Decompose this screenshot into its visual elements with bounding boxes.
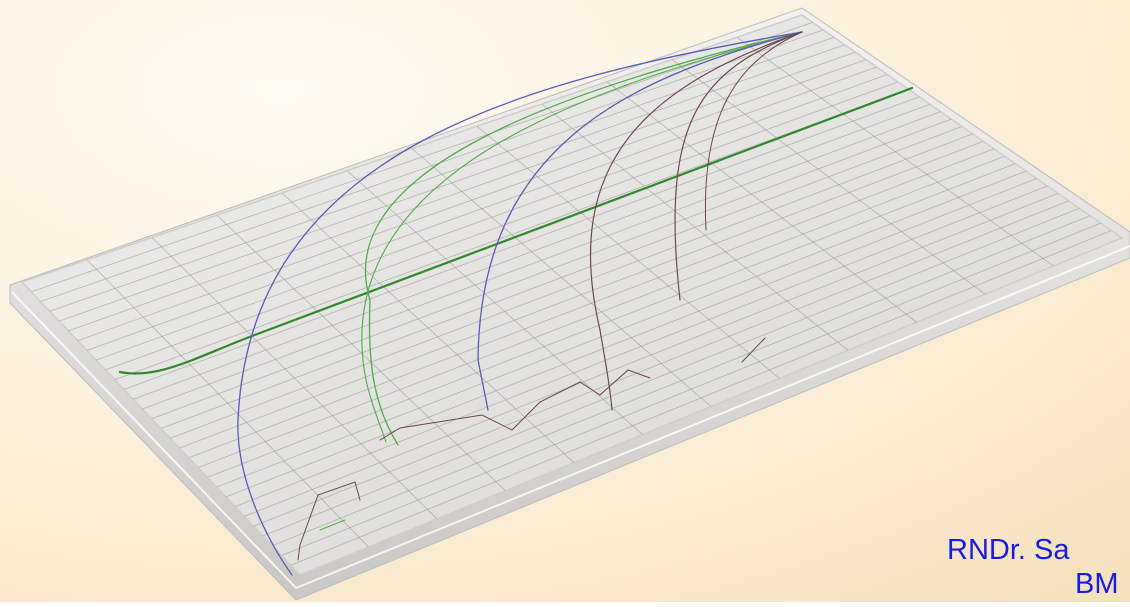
author-name-line: RNDr. Sa	[947, 534, 1070, 566]
grid-line	[476, 125, 780, 379]
grid-line	[736, 36, 1054, 267]
curve-green-inner	[361, 31, 803, 443]
grid-line	[216, 214, 506, 492]
curve-brown-middle	[590, 31, 803, 411]
curve-brown-short	[704, 31, 803, 231]
board-grid	[31, 22, 1112, 566]
curve-brown-zigzag	[379, 369, 651, 441]
curve-green-tail	[319, 519, 346, 531]
grid-line	[671, 59, 986, 295]
grid-line	[151, 237, 438, 520]
grid-line	[411, 148, 712, 407]
board-edge-highlight	[11, 245, 1130, 590]
curve-brown-inner	[674, 31, 803, 301]
grid-line	[541, 103, 849, 351]
author-affiliation-line: BM	[1075, 568, 1119, 600]
glass-board	[9, 7, 1130, 601]
curve-brown-tail	[741, 337, 766, 363]
curve-brown-bottom	[297, 481, 361, 561]
curve-blue-outer	[237, 31, 803, 576]
curve-bundle	[118, 31, 914, 576]
curve-green-outer	[364, 31, 803, 446]
grid-line	[281, 192, 575, 463]
grid-line	[86, 259, 369, 548]
grid-line	[606, 81, 917, 323]
curve-blue-middle	[477, 31, 803, 411]
